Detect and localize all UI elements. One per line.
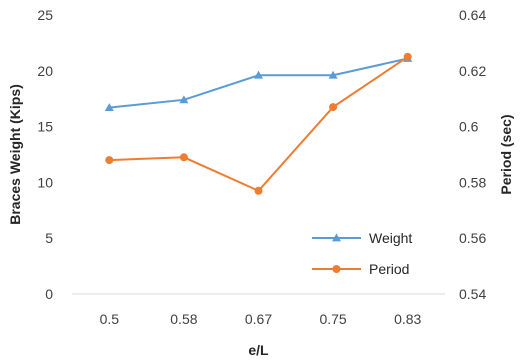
y-left-tick-label: 15 [37,119,53,135]
right-axis-ticks: 0.54 0.56 0.58 0.6 0.62 0.64 [459,7,486,302]
legend: Weight Period [312,230,412,277]
data-point-weight [104,103,114,112]
data-point-period [403,52,412,61]
y-left-tick-label: 10 [37,174,53,190]
y-right-tick-label: 0.62 [459,63,486,79]
y-axis-right-title: Period (sec) [498,114,514,194]
legend-triangle-marker [332,233,341,242]
legend-circle-marker [332,265,341,273]
y-right-tick-label: 0.6 [459,119,479,135]
y-right-tick-label: 0.56 [459,230,486,246]
y-axis-left-title: Braces Weight (Kips) [7,84,23,225]
data-point-weight [179,95,189,104]
data-point-weight [254,70,263,79]
x-tick-label: 0.67 [245,311,272,327]
x-tick-label: 0.5 [100,311,120,327]
x-tick-label: 0.75 [319,311,346,327]
y-left-tick-label: 0 [45,286,53,302]
data-point-weight [328,70,338,79]
legend-item-period: Period [312,261,409,277]
legend-label: Weight [369,230,412,246]
y-left-tick-label: 25 [37,7,53,23]
series-layer [104,52,413,195]
x-tick-label: 0.58 [170,311,197,327]
data-point-period [254,186,263,195]
y-left-tick-label: 20 [37,63,53,79]
y-left-tick-label: 5 [45,230,53,246]
x-tick-label: 0.83 [394,311,421,327]
x-axis-ticks: 0.5 0.58 0.67 0.75 0.83 [100,311,422,327]
y-right-tick-label: 0.54 [459,286,486,302]
y-right-tick-label: 0.58 [459,174,486,190]
data-point-period [179,153,188,162]
x-axis-title: e/L [248,342,269,358]
legend-item-weight: Weight [312,230,412,246]
legend-label: Period [369,261,409,277]
data-point-period [329,103,338,112]
left-axis-ticks: 0 5 10 15 20 25 [37,7,53,302]
data-point-period [105,156,114,165]
y-right-tick-label: 0.64 [459,7,486,23]
